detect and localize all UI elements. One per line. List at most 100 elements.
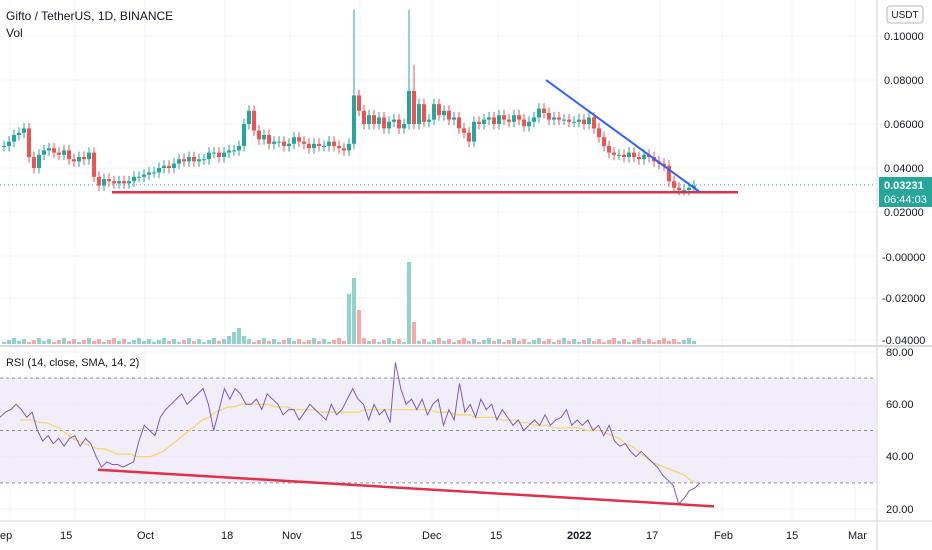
candle-body — [387, 121, 391, 129]
candle-body — [137, 176, 141, 178]
candle-body — [142, 174, 146, 177]
price-axis[interactable]: 0.10000 0.08000 0.06000 0.04000 0.02000 — [884, 31, 924, 219]
candle-body — [542, 108, 546, 113]
volume-bar — [407, 262, 411, 344]
volume-bar — [487, 338, 491, 344]
currency-button[interactable] — [886, 5, 924, 24]
last-price-badge — [879, 177, 932, 207]
rsi-band — [0, 377, 876, 484]
time-label: Oct — [137, 530, 154, 542]
volume-bar — [72, 339, 76, 344]
candle-body — [262, 135, 266, 140]
volume-bar — [607, 340, 611, 344]
volume-bar — [287, 338, 291, 344]
volume-bar — [337, 338, 341, 344]
candle-body — [612, 152, 616, 155]
candle-body — [342, 148, 346, 151]
time-label: 15 — [786, 530, 798, 542]
candle-body — [457, 117, 461, 129]
volume-bar — [462, 338, 466, 344]
bar-countdown: 06:44:03 — [884, 194, 927, 206]
candle-body — [282, 141, 286, 146]
rsi-ma-line — [20, 403, 698, 484]
price-tick: 0.08000 — [884, 75, 924, 87]
candle-body — [622, 154, 626, 157]
resistance-trendline — [545, 79, 701, 194]
candle-body — [432, 104, 436, 120]
symbol-title[interactable]: Gifto / TetherUS, 1D, BINANCE — [6, 9, 173, 23]
candle-body — [242, 124, 246, 146]
volume-bar — [677, 342, 681, 344]
drawings[interactable] — [97, 79, 738, 508]
price-tick: 0.10000 — [884, 31, 924, 43]
volume-bar — [62, 338, 66, 344]
volume-bar — [277, 342, 281, 344]
volume-bar — [197, 339, 201, 344]
candle-body — [67, 150, 71, 160]
volume-bar — [332, 340, 336, 344]
volume-bar — [222, 339, 226, 344]
volume-bar — [457, 340, 461, 344]
volume-bar — [657, 340, 661, 344]
volume-bar — [312, 338, 316, 344]
volume-bar — [662, 338, 666, 344]
candle-body — [317, 143, 321, 146]
volume-bar — [52, 342, 56, 344]
candle-body — [177, 159, 181, 164]
candle-body — [347, 143, 351, 151]
candle-body — [522, 119, 526, 127]
candle-body — [497, 115, 501, 124]
volume-bar — [602, 342, 606, 344]
candle-body — [297, 137, 301, 142]
candle-body — [62, 150, 66, 155]
volume-bar — [137, 338, 141, 344]
candle-body — [537, 108, 541, 118]
candle-body — [512, 115, 516, 122]
candle-body — [507, 119, 511, 122]
candle-body — [687, 187, 691, 190]
volume-bar — [622, 339, 626, 344]
candle-body — [127, 181, 131, 184]
candle-body — [502, 115, 506, 120]
volume-bar — [147, 339, 151, 344]
time-label: Mar — [848, 530, 867, 542]
time-axis[interactable]: ep 15 Oct 18 Nov 15 Dec 15 2022 17 Feb 1… — [0, 530, 867, 542]
candle-body — [172, 163, 176, 168]
time-label: Nov — [282, 530, 302, 542]
volume-axis[interactable]: -0.00000 -0.02000 -0.04000 — [882, 252, 925, 347]
volume-bar — [442, 341, 446, 344]
candle-body — [567, 119, 571, 122]
candle-body — [577, 119, 581, 122]
volume-bar — [592, 341, 596, 344]
volume-bar — [642, 341, 646, 344]
rsi-axis[interactable]: 80.00 60.00 40.00 20.00 — [886, 347, 914, 516]
rsi-legend[interactable]: RSI (14, close, SMA, 14, 2) — [6, 357, 139, 369]
candle-body — [337, 146, 341, 149]
volume-bar — [612, 338, 616, 344]
time-label: 15 — [350, 530, 362, 542]
volume-bar — [82, 340, 86, 344]
volume-bar — [177, 342, 181, 344]
last-price-value: 0.03231 — [884, 180, 924, 192]
volume-bar — [237, 328, 241, 344]
candle-body — [447, 110, 451, 120]
volume-bar — [587, 338, 591, 344]
candle-body — [152, 172, 156, 174]
volume-bar — [67, 341, 71, 344]
volume-label[interactable]: Vol — [6, 26, 23, 40]
candle-body — [462, 128, 466, 133]
volume-bar — [87, 338, 91, 344]
candle-body — [37, 154, 41, 168]
time-label: ep — [0, 530, 12, 542]
candle-body — [117, 181, 121, 184]
candle-body — [677, 187, 681, 190]
candle-body — [592, 117, 596, 129]
volume-bar — [142, 341, 146, 344]
volume-bar — [377, 342, 381, 344]
candle-body — [207, 152, 211, 160]
candle-body — [327, 141, 331, 146]
rsi-series — [0, 362, 701, 505]
volume-bar — [472, 339, 476, 344]
volume-bar — [297, 339, 301, 344]
